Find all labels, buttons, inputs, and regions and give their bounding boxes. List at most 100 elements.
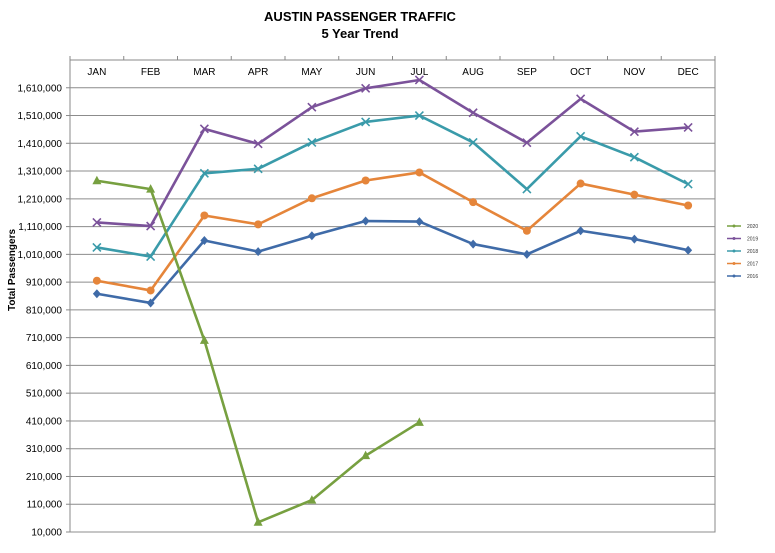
data-point-stroke: [92, 217, 102, 227]
legend-label: 2020: [747, 224, 758, 230]
data-point: [469, 239, 478, 249]
data-point: [414, 417, 424, 426]
data-point: [468, 108, 478, 118]
series-layer: [92, 75, 693, 526]
y-tick-label: 110,000: [27, 500, 63, 511]
data-point: [92, 217, 102, 227]
data-point: [307, 194, 316, 203]
y-tick-label: 1,410,000: [18, 139, 63, 150]
data-point: [522, 249, 531, 259]
x-tick-label: OCT: [570, 67, 591, 78]
legend-swatch-marker: [732, 262, 736, 265]
data-point-stroke: [307, 102, 317, 112]
plot-frame: [69, 59, 716, 533]
y-tick-label: 1,310,000: [18, 167, 63, 178]
y-tick-label: 610,000: [26, 361, 63, 372]
series-2016: [92, 216, 693, 308]
data-point: [576, 131, 586, 141]
data-point: [683, 179, 693, 189]
data-point-stroke: [522, 184, 532, 194]
data-point: [522, 138, 532, 148]
data-point: [307, 137, 317, 148]
data-point-stroke: [683, 122, 693, 133]
chart-title: AUSTIN PASSENGER TRAFFIC: [264, 9, 456, 24]
x-tick-label: JUL: [410, 67, 428, 78]
data-point: [254, 247, 263, 257]
data-point-stroke: [146, 221, 156, 231]
data-point-stroke: [361, 117, 371, 127]
data-point: [199, 168, 209, 178]
data-point-stroke: [361, 83, 371, 93]
legend-label: 2017: [747, 261, 758, 267]
data-point-stroke: [629, 152, 639, 162]
data-point: [199, 335, 209, 344]
x-tick-label: SEP: [517, 67, 537, 78]
legend-swatch-marker: [732, 224, 736, 228]
data-point: [415, 217, 424, 227]
series-line: [96, 171, 689, 292]
data-point-stroke: [522, 138, 532, 148]
y-tick-label: 210,000: [26, 472, 63, 483]
data-point: [253, 164, 263, 174]
series-line: [96, 179, 421, 524]
legend-swatch-marker: [732, 274, 736, 278]
series-2020: [92, 175, 424, 526]
data-point: [146, 298, 155, 308]
y-tick-label: 1,010,000: [18, 250, 63, 261]
data-point: [468, 137, 478, 148]
legend-item: 2018: [727, 249, 758, 255]
data-point: [254, 220, 263, 229]
x-tick-label: FEB: [141, 67, 161, 78]
y-axis-label: Total Passengers: [7, 229, 18, 312]
data-point-stroke: [253, 164, 263, 174]
x-tick-label: JUN: [356, 67, 375, 78]
data-point-stroke: [414, 110, 424, 121]
y-tick-label: 310,000: [26, 444, 63, 455]
data-point: [629, 127, 639, 137]
data-point: [361, 216, 370, 226]
data-point: [684, 201, 693, 210]
data-point-stroke: [414, 75, 424, 85]
data-point-stroke: [683, 179, 693, 189]
data-point-stroke: [146, 252, 156, 262]
chart-subtitle: 5 Year Trend: [321, 26, 398, 41]
legend-item: 2016: [727, 274, 758, 280]
data-point: [630, 190, 639, 199]
series-line: [96, 219, 689, 305]
data-point: [576, 179, 585, 188]
data-point: [307, 495, 317, 504]
data-point: [307, 231, 316, 241]
data-point: [684, 245, 693, 255]
y-tick-label: 810,000: [26, 305, 63, 316]
y-tick-label: 910,000: [26, 278, 63, 289]
x-tick-label: MAR: [193, 67, 215, 78]
data-point: [199, 124, 209, 134]
data-point-stroke: [576, 131, 586, 141]
legend-item: 2020: [727, 224, 758, 230]
data-point-stroke: [468, 108, 478, 118]
data-point: [629, 152, 639, 162]
data-point: [200, 211, 209, 220]
series-2019: [92, 75, 693, 231]
data-point: [146, 221, 156, 231]
legend-swatch-marker: [732, 249, 736, 253]
x-tick-label: MAY: [301, 67, 322, 78]
data-point: [146, 286, 155, 295]
data-point: [361, 450, 371, 460]
data-point-stroke: [468, 137, 478, 148]
data-point: [361, 83, 371, 93]
data-point: [92, 242, 102, 252]
data-point: [414, 75, 424, 85]
legend-item: 2017: [727, 261, 758, 267]
data-point-stroke: [253, 139, 263, 149]
x-tick-label: APR: [248, 67, 269, 78]
legend-label: 2019: [747, 236, 758, 242]
legend-label: 2018: [747, 249, 758, 255]
data-point: [92, 175, 102, 185]
grid-layer: [69, 59, 716, 533]
series-2017: [92, 168, 693, 295]
data-point: [522, 226, 531, 235]
data-point: [146, 184, 156, 193]
